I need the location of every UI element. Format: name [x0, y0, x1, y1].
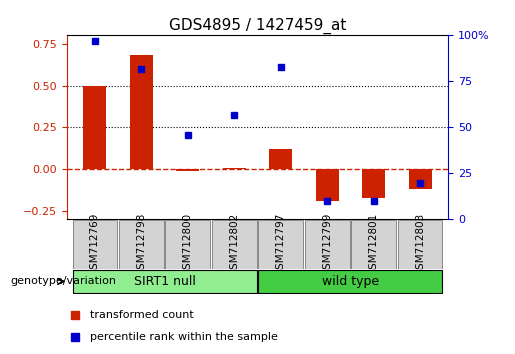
- FancyBboxPatch shape: [351, 221, 396, 269]
- Text: GSM712798: GSM712798: [136, 212, 146, 276]
- FancyBboxPatch shape: [398, 221, 442, 269]
- Bar: [222, 167, 246, 169]
- FancyBboxPatch shape: [73, 270, 256, 292]
- Text: percentile rank within the sample: percentile rank within the sample: [90, 332, 278, 342]
- Bar: [269, 149, 293, 169]
- FancyBboxPatch shape: [119, 221, 164, 269]
- FancyBboxPatch shape: [212, 221, 256, 269]
- FancyBboxPatch shape: [259, 270, 442, 292]
- Bar: [316, 169, 339, 201]
- FancyBboxPatch shape: [259, 221, 303, 269]
- FancyBboxPatch shape: [165, 221, 210, 269]
- Text: GSM712769: GSM712769: [90, 212, 100, 276]
- Bar: [176, 169, 199, 171]
- Text: GSM712799: GSM712799: [322, 212, 332, 276]
- Text: genotype/variation: genotype/variation: [10, 276, 116, 286]
- Bar: [362, 169, 385, 198]
- Bar: [130, 56, 153, 169]
- Text: transformed count: transformed count: [90, 310, 194, 320]
- FancyBboxPatch shape: [305, 221, 350, 269]
- Text: GSM712800: GSM712800: [183, 213, 193, 276]
- Text: GSM712803: GSM712803: [415, 213, 425, 276]
- Text: wild type: wild type: [322, 275, 379, 288]
- Bar: [83, 86, 107, 169]
- Bar: [408, 169, 432, 189]
- Text: GSM712797: GSM712797: [276, 212, 286, 276]
- Text: SIRT1 null: SIRT1 null: [133, 275, 196, 288]
- FancyBboxPatch shape: [73, 221, 117, 269]
- Text: GSM712802: GSM712802: [229, 213, 239, 276]
- Text: GSM712801: GSM712801: [369, 213, 379, 276]
- Title: GDS4895 / 1427459_at: GDS4895 / 1427459_at: [169, 18, 346, 34]
